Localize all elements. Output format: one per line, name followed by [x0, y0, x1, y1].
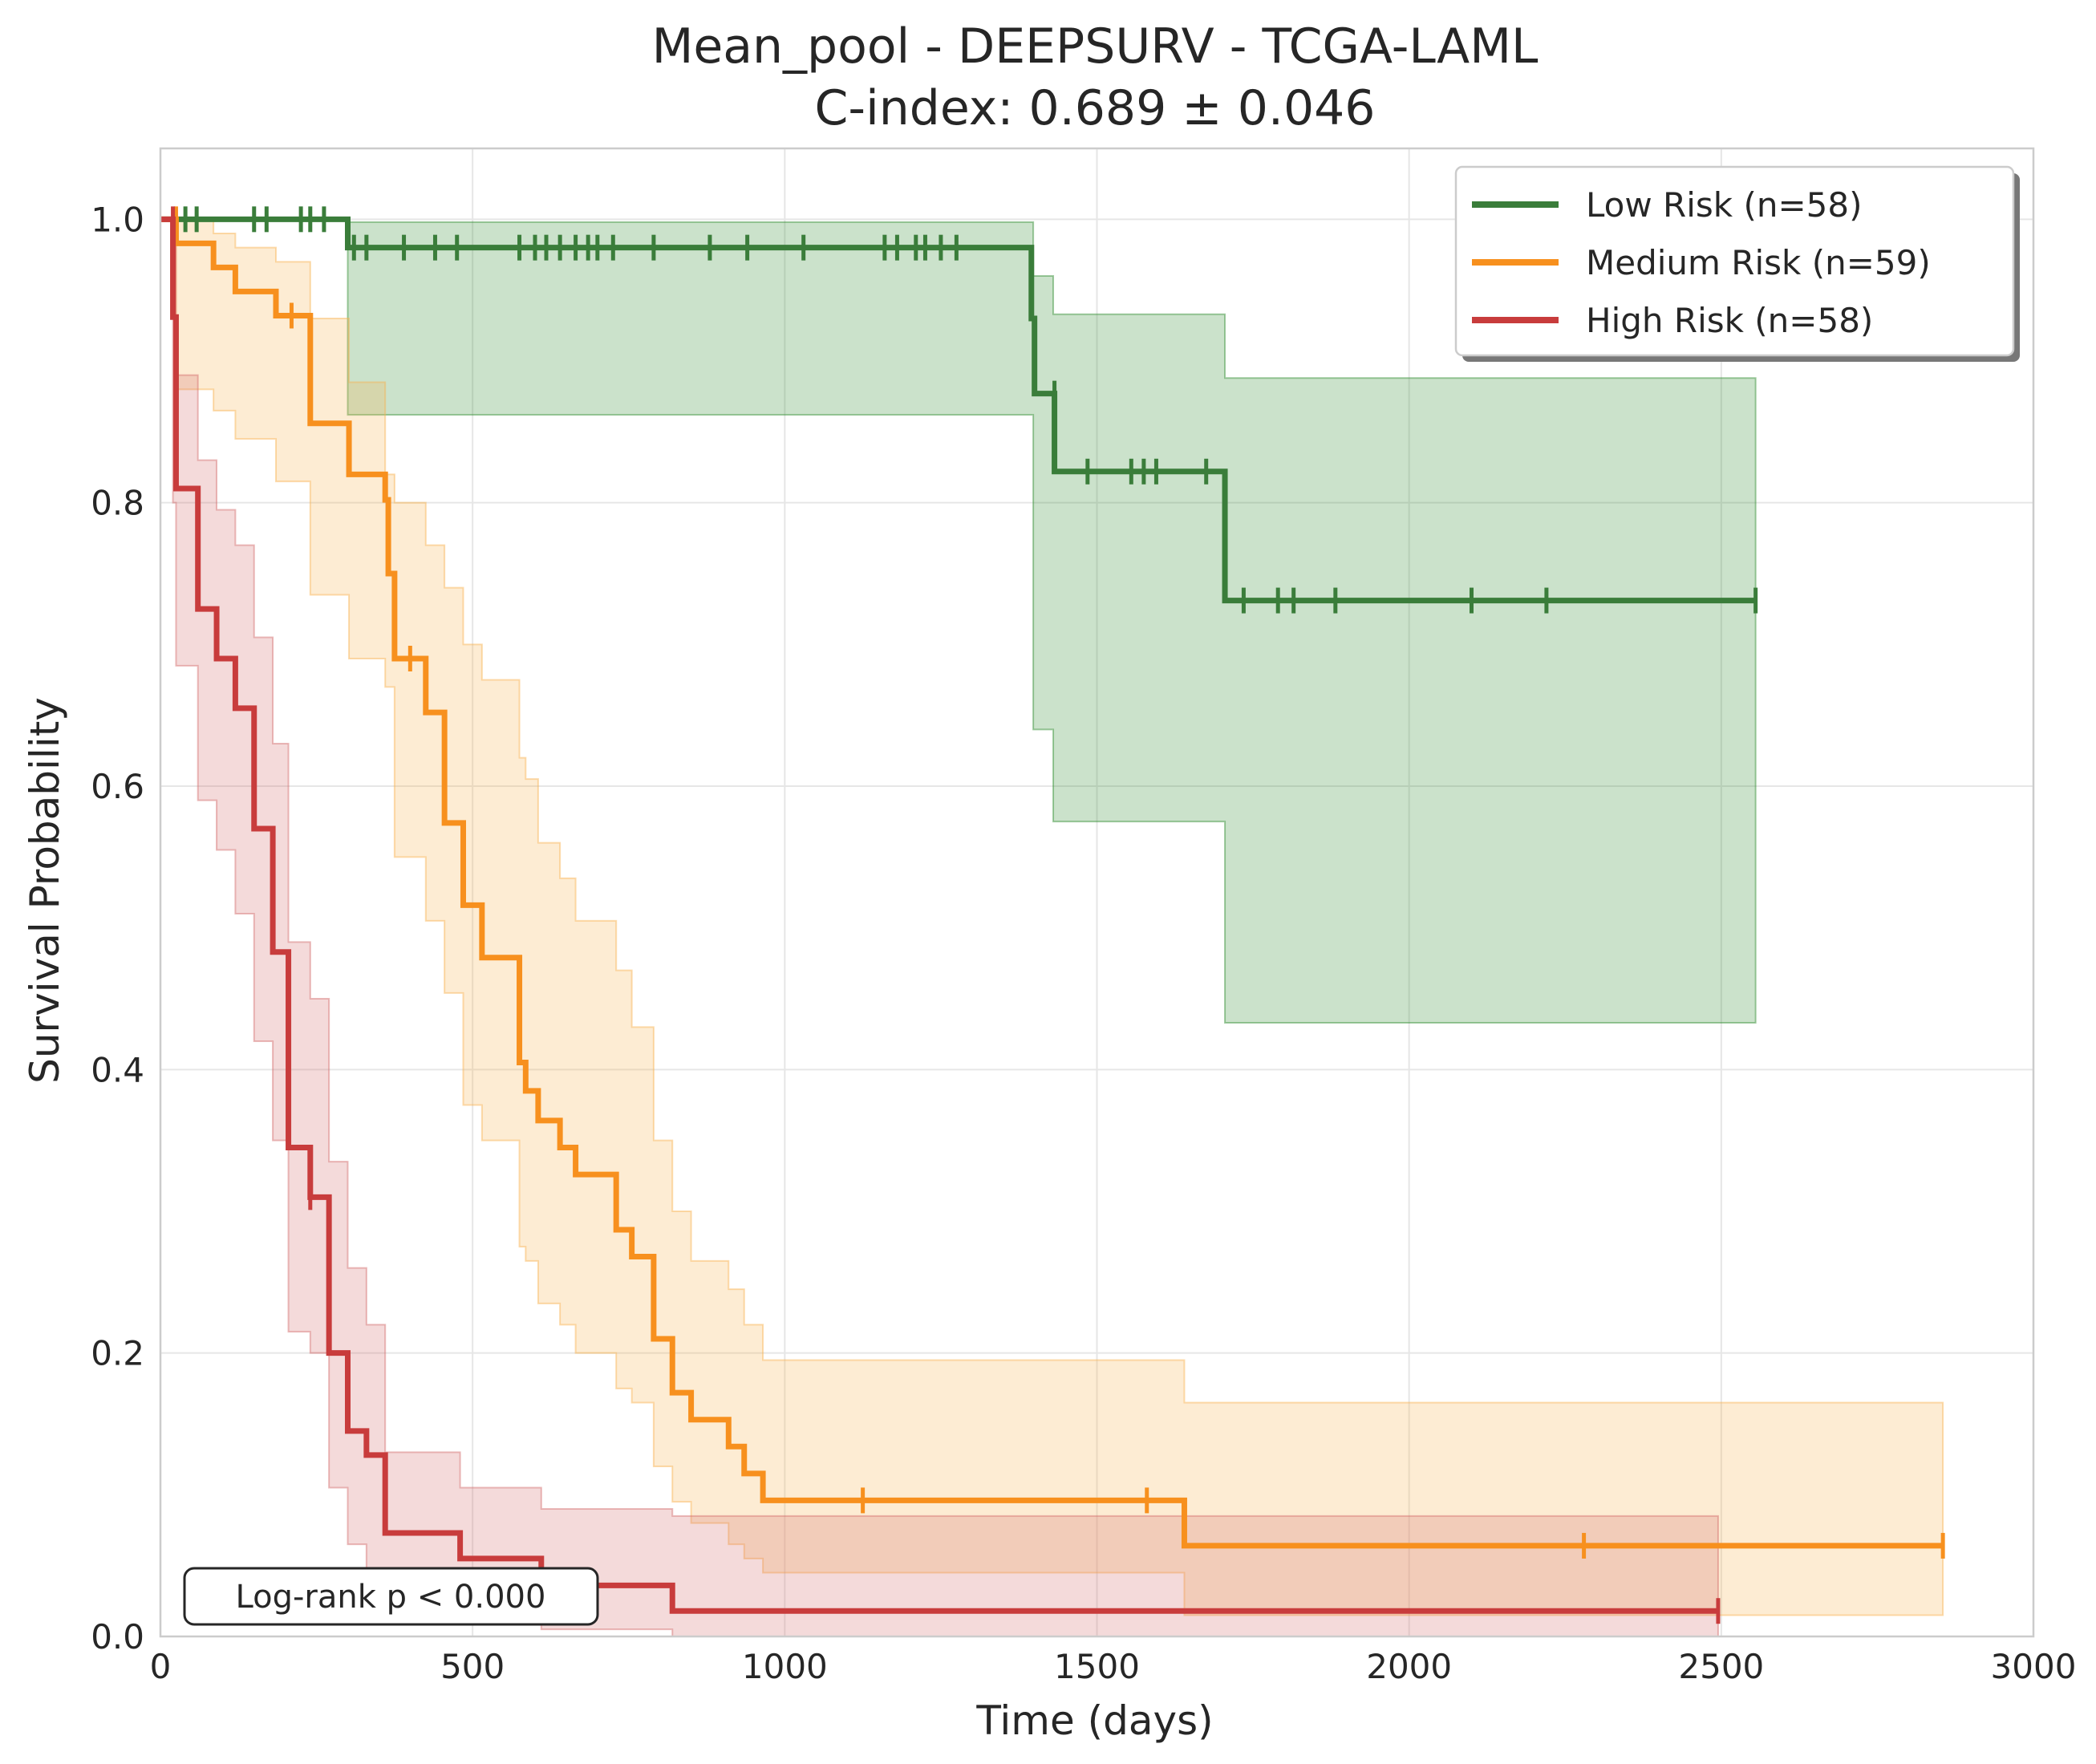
- legend-label-0: Low Risk (n=58): [1586, 185, 1863, 225]
- ci-band-1: [160, 218, 1944, 1616]
- censor-marks-0: [183, 206, 1758, 614]
- survival-line-2: [160, 216, 1718, 1614]
- censor-marks-2: [171, 206, 1721, 1624]
- legend-label-1: Medium Risk (n=59): [1586, 243, 1931, 282]
- x-tick-label: 500: [440, 1647, 505, 1686]
- survival-line-0: [160, 216, 1756, 604]
- y-axis-label: Survival Probability: [22, 697, 68, 1084]
- x-axis-label: Time (days): [975, 1697, 1213, 1744]
- ci-band-0: [160, 218, 1757, 1024]
- x-tick-label: 1000: [742, 1647, 828, 1686]
- y-tick-label: 0.2: [91, 1334, 144, 1373]
- x-tick-label: 1500: [1054, 1647, 1140, 1686]
- y-tick-label: 0.6: [91, 767, 144, 806]
- logrank-annotation: Log-rank p < 0.000: [183, 1567, 599, 1626]
- annotation-text: Log-rank p < 0.000: [236, 1579, 546, 1616]
- survival-line-1: [160, 216, 1944, 1549]
- x-tick-label: 2500: [1678, 1647, 1764, 1686]
- censor-marks-1: [173, 206, 1945, 1559]
- legend: Low Risk (n=58) Medium Risk (n=59) High Ri…: [1454, 165, 2020, 362]
- y-tick-label: 1.0: [91, 200, 144, 239]
- x-tick-label: 0: [150, 1647, 172, 1686]
- x-tick-label: 3000: [1991, 1647, 2077, 1686]
- annotation-box: [183, 1567, 599, 1626]
- plot-area: 0 500 1000 1500 2000 2500 3000 0.0 0.2 0.4 0.6 0.8 1…: [91, 147, 2077, 1686]
- chart-title-line1: Mean_pool - DEEPSURV - TCGA-LAML: [652, 18, 1539, 75]
- y-tick-label: 0.4: [91, 1050, 144, 1089]
- y-tick-label: 0.8: [91, 484, 144, 523]
- legend-box: [1454, 165, 2015, 357]
- x-tick-label: 2000: [1366, 1647, 1452, 1686]
- y-tick-label: 0.0: [91, 1617, 144, 1657]
- plot-frame: [159, 147, 2035, 1638]
- chart-title-line2: C-index: 0.689 ± 0.046: [815, 80, 1376, 136]
- legend-label-2: High Risk (n=58): [1586, 301, 1873, 340]
